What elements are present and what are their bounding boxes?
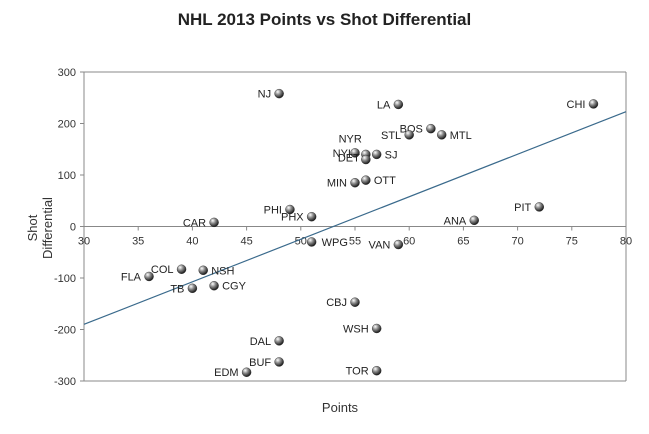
x-tick-label: 55 [349,236,361,248]
data-point [393,99,404,110]
point-label: NYI [333,148,351,160]
point-label: CBJ [326,297,347,309]
trendline [83,111,627,325]
point-label: VAN [369,240,391,252]
point-label: OTT [374,175,396,187]
data-point [274,357,284,367]
data-point [274,336,284,346]
y-tick-label: 200 [58,119,76,131]
data-point [361,154,371,165]
x-axis-label: Points [321,400,359,415]
point-label: CAR [183,217,206,229]
point-label: BUF [249,357,271,369]
point-label: LA [377,99,391,111]
point-label: PHI [264,205,282,217]
data-point [306,212,317,222]
point-label: EDM [214,367,238,379]
data-point [371,149,382,160]
x-tick-label: 65 [457,236,469,248]
x-tick-label: 70 [511,236,523,248]
data-point [350,178,360,188]
data-point [437,130,447,140]
x-tick-label: 40 [186,236,198,248]
point-label: CGY [222,281,247,293]
y-tick-label: 0 [70,222,76,234]
x-tick-label: 75 [566,236,578,248]
y-tick-label: 100 [58,170,76,182]
data-point [469,215,479,226]
data-point [588,99,599,109]
x-tick-label: 60 [403,236,415,248]
data-point [209,281,219,291]
point-label: FLA [121,271,142,283]
chart-title: NHL 2013 Points vs Shot Differential [177,10,472,29]
data-point [209,217,219,228]
point-label: NJ [258,89,271,101]
x-tick-label: 30 [78,236,90,248]
data-point [404,130,414,140]
point-label: TOR [346,366,369,378]
point-label: PIT [514,202,531,214]
y-tick-label: 300 [58,67,76,79]
data-point [176,264,187,274]
x-tick-label: 35 [132,236,144,248]
point-label: MTL [450,130,472,142]
data-point [241,367,252,377]
data-point [274,88,284,99]
data-point [144,271,154,282]
data-point [350,297,360,307]
data-point [306,237,317,247]
x-tick-label: 45 [240,236,252,248]
data-point [361,175,371,185]
data-point [371,323,382,334]
point-label: NYR [339,133,362,145]
y-tick-label: -200 [54,325,76,337]
x-tick-label: 80 [620,236,632,248]
point-label: MIN [327,178,347,190]
data-point [534,202,544,212]
point-label: TB [170,283,184,295]
data-point [350,148,360,158]
point-label: PHX [281,212,304,224]
y-tick-label: -100 [54,273,76,285]
point-label: WPG [322,237,348,249]
point-label: DAL [250,336,271,348]
point-label: WSH [343,323,369,335]
point-label: DET [338,153,360,165]
point-label: CHI [567,99,586,111]
point-label: NSH [211,265,234,277]
data-point [371,366,382,376]
point-label: SJ [385,149,398,161]
data-point [187,283,198,293]
y-tick-label: -300 [54,376,76,388]
data-point [426,123,436,134]
y-axis-label: Shot Differential [25,197,55,259]
point-label: COL [151,264,174,276]
data-point [198,265,208,275]
data-point [285,204,295,215]
point-label: ANA [444,215,467,227]
point-label: STL [381,130,401,142]
data-point [393,239,404,250]
